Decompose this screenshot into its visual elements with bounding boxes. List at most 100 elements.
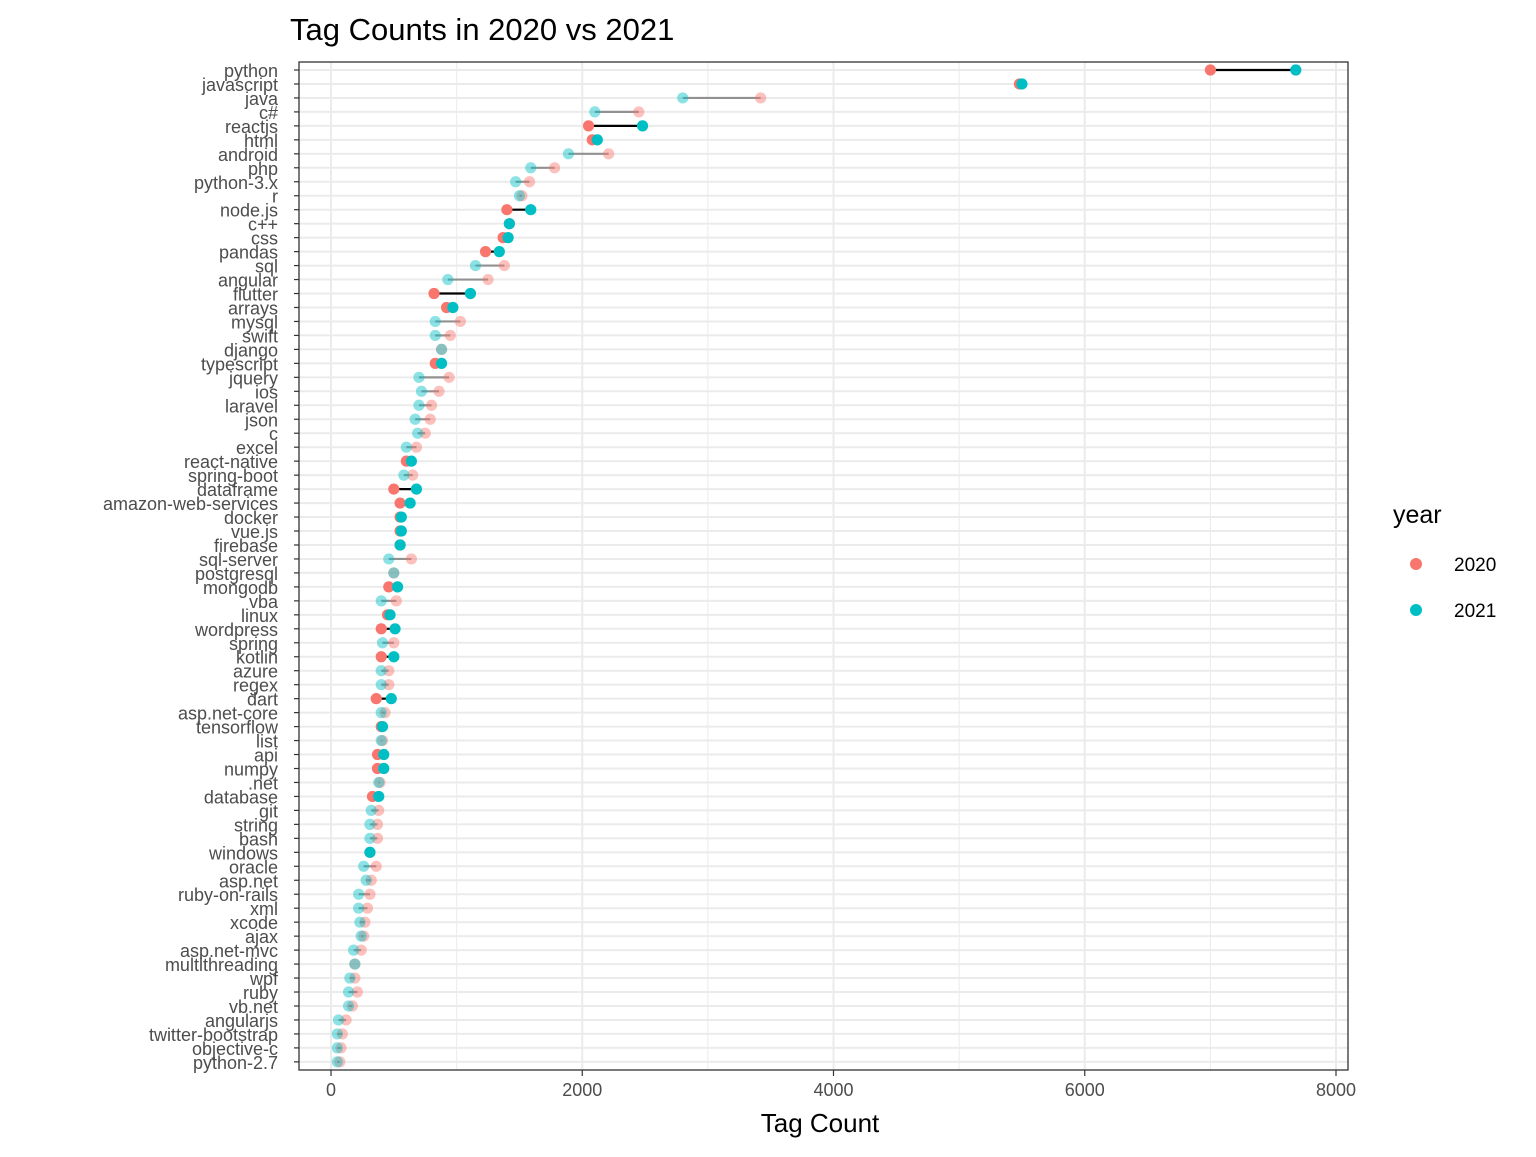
y-tick-label: numpy <box>224 760 278 780</box>
point-2021 <box>400 441 412 453</box>
point-2021 <box>353 902 365 914</box>
point-2020 <box>371 818 384 830</box>
point-2020 <box>375 623 387 635</box>
y-tick-label: java <box>244 89 279 109</box>
point-2020 <box>410 441 423 453</box>
point-2021 <box>331 1056 343 1068</box>
x-tick-label: 2000 <box>562 1080 602 1100</box>
point-2020 <box>375 651 387 663</box>
y-tick-label: sql <box>255 257 278 277</box>
point-2020 <box>407 469 419 481</box>
point-2020 <box>371 832 384 844</box>
point-2020 <box>365 874 377 886</box>
y-tick-label: spring <box>229 634 278 654</box>
legend-items: 2020 2021 <box>1410 555 1496 622</box>
point-2021 <box>349 958 361 970</box>
point-2021 <box>375 665 387 677</box>
point-2021 <box>510 176 522 188</box>
point-2021 <box>353 888 365 900</box>
y-tick-label: ruby <box>243 983 278 1003</box>
point-2021 <box>677 92 689 104</box>
point-2020 <box>388 567 400 579</box>
y-tick-label: javascript <box>201 75 278 95</box>
x-tick-label: 8000 <box>1316 1080 1356 1100</box>
point-2020 <box>351 986 363 998</box>
point-2020 <box>383 665 395 677</box>
point-2021 <box>412 427 424 439</box>
point-2021 <box>360 874 372 886</box>
point-2021 <box>389 623 401 635</box>
y-tick-label: angularjs <box>205 1011 278 1031</box>
x-axis-title: Tag Count <box>761 1108 880 1138</box>
point-2020 <box>370 693 382 705</box>
y-tick-label: git <box>259 801 278 821</box>
y-tick-label: excel <box>236 438 278 458</box>
point-2020 <box>388 637 400 649</box>
point-2020 <box>361 902 374 914</box>
point-2020 <box>376 734 389 747</box>
legend: year 2020 2021 <box>1393 501 1496 622</box>
x-tick-labels: 0 2000 4000 6000 8000 <box>326 1070 1356 1100</box>
point-2021 <box>384 609 396 621</box>
point-2021 <box>591 134 603 146</box>
y-tick-label: vb.net <box>229 997 278 1017</box>
point-2020 <box>364 888 376 900</box>
y-tick-label: python-3.x <box>194 173 278 193</box>
point-2021 <box>415 385 428 397</box>
point-2020 <box>359 916 371 928</box>
point-2020 <box>349 972 361 984</box>
y-tick-label: html <box>244 131 278 151</box>
point-2021 <box>405 455 417 467</box>
point-2020 <box>379 707 391 719</box>
point-2021 <box>435 357 448 369</box>
point-2021 <box>373 776 385 789</box>
chart-title: Tag Counts in 2020 vs 2021 <box>290 12 674 47</box>
point-2021 <box>513 190 526 202</box>
point-2020 <box>388 483 400 495</box>
point-2020 <box>633 106 645 118</box>
point-2020 <box>435 343 448 355</box>
point-2020 <box>394 497 406 509</box>
y-tick-label: c <box>269 424 278 444</box>
point-2021 <box>331 1042 343 1054</box>
point-2020 <box>425 399 438 411</box>
point-2020 <box>349 958 361 970</box>
y-tick-label: react-native <box>184 452 278 472</box>
point-2020 <box>334 1056 346 1068</box>
point-2021 <box>413 371 425 383</box>
x-tick-label: 0 <box>326 1080 336 1100</box>
y-tick-label: firebase <box>214 536 278 556</box>
point-2020 <box>582 120 595 132</box>
point-2020 <box>383 581 395 593</box>
y-tick-label: docker <box>224 508 278 528</box>
point-2021 <box>388 651 400 663</box>
point-2021 <box>562 148 575 160</box>
y-tick-label: ruby-on-rails <box>178 885 278 905</box>
legend-label-2021: 2021 <box>1454 601 1496 622</box>
point-2021 <box>493 246 505 258</box>
y-tick-label: list <box>256 732 278 752</box>
y-tick-label: android <box>218 145 278 165</box>
legend-label-2020: 2020 <box>1454 555 1496 576</box>
x-tick-label: 6000 <box>1065 1080 1105 1100</box>
y-tick-label: arrays <box>228 298 278 318</box>
grid-layer <box>299 62 1348 1070</box>
point-2021 <box>410 483 423 495</box>
y-tick-label: c++ <box>248 215 278 235</box>
y-tick-label: wordpress <box>194 620 278 640</box>
y-tick-label: kotlin <box>236 648 278 668</box>
y-tick-label: django <box>224 340 278 360</box>
x-tick-label: 4000 <box>813 1080 853 1100</box>
point-2021 <box>376 720 389 733</box>
point-2020 <box>501 204 513 216</box>
point-2020 <box>755 92 767 104</box>
point-2021 <box>435 343 448 355</box>
y-tick-label: c# <box>259 103 278 123</box>
point-2020 <box>336 1028 348 1040</box>
y-tick-label: asp.net-core <box>178 704 278 724</box>
y-tick-label: linux <box>241 606 278 626</box>
point-2020 <box>374 776 386 789</box>
y-tick-label: json <box>244 410 278 430</box>
point-2020 <box>516 190 528 202</box>
